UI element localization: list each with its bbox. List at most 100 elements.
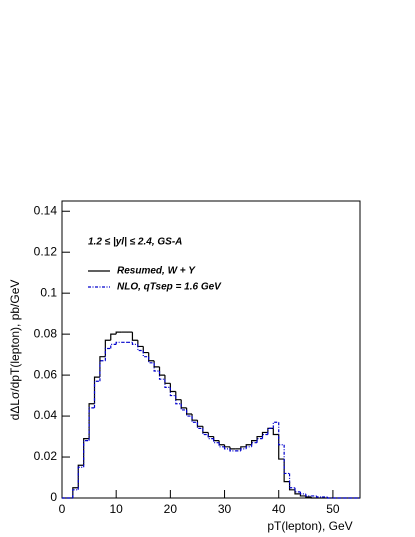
hist-step [158,371,165,380]
y-tick-label: 0.14 [34,203,58,217]
hist-step [88,407,95,441]
plot-frame [61,200,361,499]
hist-step [169,383,176,393]
hist-step [131,332,138,341]
hist-step [110,343,117,349]
hist-step [267,427,274,435]
hist-step [283,444,290,475]
hist-step [294,489,301,495]
hist-step [240,448,247,451]
hist-step [272,421,279,429]
hist-step [278,422,285,446]
hist-step [278,434,285,460]
hist-step [267,427,274,433]
hist-step [256,438,263,443]
hist-step [294,487,301,493]
hist-step [142,346,149,354]
hist-step [137,340,144,348]
x-tick-label: 20 [164,502,178,516]
hist-step [153,362,160,372]
hist-step [99,360,106,382]
hist-step [186,407,193,415]
hist-step [104,347,111,361]
hist-step [223,446,230,450]
hist-step [164,379,171,388]
y-tick-label: 0.08 [34,326,58,340]
hist-step [218,442,225,448]
hist-step [72,487,79,498]
x-tick-label: 30 [218,502,232,516]
hist-step [93,376,100,404]
hist-step [229,446,236,450]
hist-step [256,435,263,441]
hist-step [131,342,138,345]
hist-step [72,489,79,498]
hist-step [175,391,182,401]
hist-step [83,438,90,466]
hist-step [115,331,122,335]
hist-step [272,428,279,436]
y-tick-label: 0.02 [34,449,58,463]
hist-step [288,481,295,491]
hist-step [186,409,193,417]
y-tick-label: 0.04 [34,408,58,422]
hist-step [115,341,122,345]
legend-label: NLO, qTsep = 1.6 GeV [117,282,222,293]
hist-step [240,446,247,449]
y-tick-label: 0.12 [34,244,58,258]
hist-step [229,448,236,452]
hist-step [245,446,252,449]
hist-step [213,438,220,444]
hist-step [223,444,230,448]
hist-step [310,496,317,499]
hist-step [202,426,209,434]
x-axis-label: pT(lepton), GeV [267,519,352,533]
hist-step [196,420,203,427]
hist-step [326,496,333,499]
hist-step [196,422,203,429]
hist-step [148,356,155,364]
hist-step [316,495,323,498]
hist-step [83,440,90,468]
hist-step [169,387,176,397]
hist-step [288,473,295,489]
hist-step [88,403,95,439]
y-tick-label: 0 [50,490,57,504]
hist-step [261,431,268,437]
hist-step [299,493,306,497]
hist-step [180,399,187,409]
hist-step [207,434,214,440]
y-tick-label: 0.1 [40,285,57,299]
hist-step [77,466,84,490]
hist-step [305,493,312,497]
hist-step [153,360,160,368]
hist-step [158,366,165,376]
x-tick-label: 40 [272,502,286,516]
hist-step [207,432,214,438]
hist-step [110,333,117,341]
hist-step [251,440,258,445]
x-tick-label: 10 [110,502,124,516]
hist-step [99,356,106,378]
x-tick-label: 0 [59,502,66,516]
hist-step [164,375,171,384]
legend-label: Resumed, W + Y [117,266,196,277]
hist-step [245,444,252,447]
hist-step [148,352,155,362]
hist-step [202,428,209,436]
hist-step [175,395,182,405]
hist-step [191,416,198,423]
hist-step [191,414,198,421]
hist-step [251,442,258,447]
hist-step [213,436,220,442]
hist-step [93,380,100,408]
annotation: 1.2 ≤ |yl| ≤ 2.4, GS-A [88,237,182,248]
hist-step [180,403,187,411]
hist-step [261,433,268,439]
hist-step [283,459,290,483]
hist-step [142,350,149,358]
hist-step [137,344,144,352]
y-axis-label: dΔLσ/dpT(lepton), pb/GeV [8,280,22,421]
